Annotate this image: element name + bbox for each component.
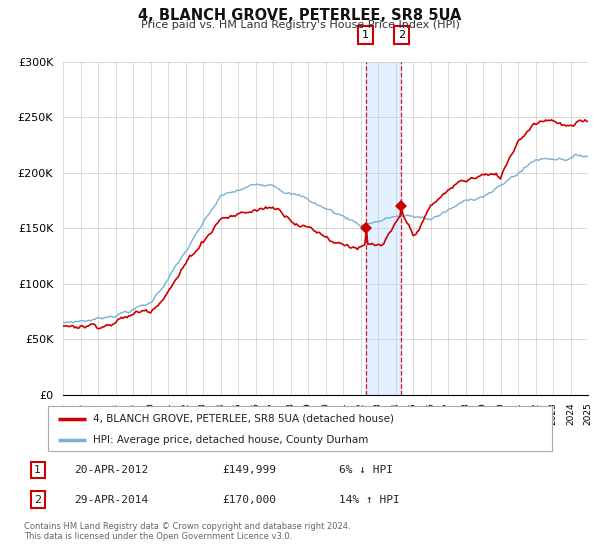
Text: 6% ↓ HPI: 6% ↓ HPI xyxy=(338,465,392,475)
Text: £170,000: £170,000 xyxy=(223,494,277,505)
Text: Contains HM Land Registry data © Crown copyright and database right 2024.
This d: Contains HM Land Registry data © Crown c… xyxy=(24,522,350,542)
Text: 1: 1 xyxy=(362,30,369,40)
Text: HPI: Average price, detached house, County Durham: HPI: Average price, detached house, Coun… xyxy=(94,435,369,445)
FancyBboxPatch shape xyxy=(48,406,552,451)
Text: 20-APR-2012: 20-APR-2012 xyxy=(74,465,148,475)
Text: 14% ↑ HPI: 14% ↑ HPI xyxy=(338,494,400,505)
Text: 1: 1 xyxy=(34,465,41,475)
Text: 4, BLANCH GROVE, PETERLEE, SR8 5UA (detached house): 4, BLANCH GROVE, PETERLEE, SR8 5UA (deta… xyxy=(94,413,394,423)
Text: 29-APR-2014: 29-APR-2014 xyxy=(74,494,148,505)
Text: 2: 2 xyxy=(34,494,41,505)
Text: 2: 2 xyxy=(398,30,405,40)
Bar xyxy=(366,62,401,395)
Text: Price paid vs. HM Land Registry's House Price Index (HPI): Price paid vs. HM Land Registry's House … xyxy=(140,20,460,30)
Text: £149,999: £149,999 xyxy=(223,465,277,475)
Text: 4, BLANCH GROVE, PETERLEE, SR8 5UA: 4, BLANCH GROVE, PETERLEE, SR8 5UA xyxy=(139,8,461,24)
